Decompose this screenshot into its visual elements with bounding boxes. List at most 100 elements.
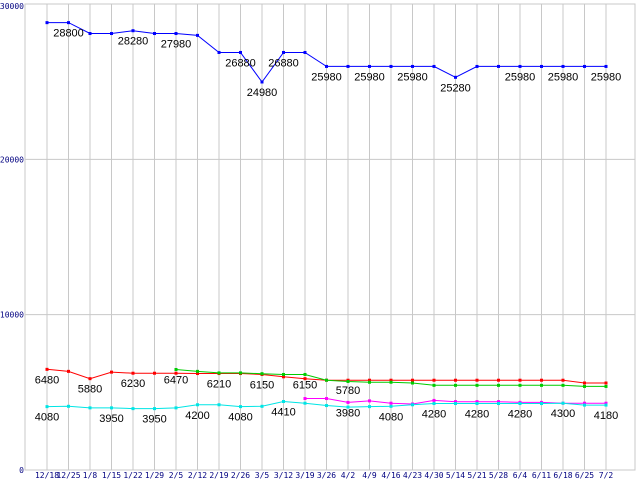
data-point (518, 64, 522, 68)
grid-lines (25, 3, 635, 471)
x-tick-label: 12/18 (35, 471, 59, 480)
data-point (303, 372, 307, 376)
series-4 (45, 399, 608, 411)
x-tick-label: 3/26 (317, 471, 336, 480)
data-label: 26880 (268, 57, 299, 69)
data-label: 4280 (508, 409, 532, 421)
data-point (174, 371, 178, 375)
data-label: 6230 (121, 378, 145, 390)
data-label: 4180 (594, 410, 618, 422)
x-tick-label: 3/5 (255, 471, 270, 480)
data-label: 6150 (250, 379, 274, 391)
data-point (583, 403, 586, 407)
x-tick-label: 5/28 (489, 471, 508, 480)
data-point (282, 375, 285, 379)
series-2 (174, 367, 608, 388)
data-label: 5780 (336, 385, 360, 397)
x-tick-label: 1/15 (102, 471, 121, 480)
data-point (518, 378, 522, 382)
data-label: 4080 (228, 412, 252, 424)
data-label: 4080 (35, 412, 59, 424)
data-point (604, 384, 608, 388)
data-label: 6480 (35, 374, 59, 386)
data-point (497, 378, 500, 382)
data-point (346, 405, 350, 409)
data-point (174, 32, 178, 36)
data-point (153, 371, 156, 375)
data-label: 25980 (311, 71, 342, 83)
data-point (561, 64, 565, 68)
data-label: 6150 (293, 379, 317, 391)
data-point (67, 369, 70, 373)
data-label: 4080 (379, 411, 403, 423)
data-point (368, 64, 371, 68)
data-point (454, 378, 457, 382)
data-point (45, 21, 49, 25)
data-label: 4300 (551, 408, 575, 420)
data-point (432, 402, 436, 406)
data-point (368, 380, 371, 384)
data-point (303, 377, 307, 381)
data-point (583, 64, 586, 68)
data-point (389, 378, 393, 382)
data-point (368, 405, 371, 409)
data-point (475, 383, 479, 387)
data-point (88, 32, 92, 36)
x-tick-label: 2/12 (188, 471, 207, 480)
data-point (518, 383, 522, 387)
data-label: 27980 (161, 39, 192, 51)
series-0 (45, 21, 608, 84)
data-label: 24980 (247, 87, 278, 99)
data-point (260, 372, 264, 376)
data-point (583, 381, 586, 385)
data-label: 4280 (465, 409, 489, 421)
data-point (325, 404, 328, 408)
data-point (454, 383, 457, 387)
data-point (303, 401, 307, 405)
data-point (88, 406, 92, 410)
data-point (540, 64, 543, 68)
data-point (325, 64, 328, 68)
data-point (196, 403, 199, 407)
data-point (389, 401, 393, 405)
y-tick-label: 0 (19, 466, 24, 475)
data-label: 25980 (548, 71, 579, 83)
data-label: 6470 (164, 374, 188, 386)
data-point (239, 405, 242, 409)
data-point (174, 367, 178, 371)
data-label: 4410 (271, 406, 295, 418)
data-point (454, 402, 457, 406)
y-tick-label: 10000 (0, 311, 24, 320)
data-point (389, 404, 393, 408)
data-label: 3950 (142, 414, 166, 426)
data-point (561, 401, 565, 405)
data-label: 4200 (185, 410, 209, 422)
data-point (174, 406, 178, 410)
data-label: 25280 (440, 82, 471, 94)
data-point (368, 399, 371, 403)
data-point (325, 397, 328, 401)
data-point (475, 400, 479, 404)
data-point (110, 32, 113, 36)
data-point (454, 75, 457, 79)
plot-frame (24, 3, 636, 471)
data-point (497, 383, 500, 387)
data-point (475, 64, 479, 68)
data-point (497, 402, 500, 406)
data-point (45, 405, 49, 409)
data-point (604, 401, 608, 405)
data-point (346, 64, 350, 68)
x-tick-label: 5/14 (446, 471, 465, 480)
x-tick-label: 3/19 (295, 471, 314, 480)
data-point (561, 383, 565, 387)
data-point (411, 403, 414, 407)
data-label: 25980 (505, 71, 536, 83)
x-tick-label: 4/9 (362, 471, 377, 480)
data-point (260, 404, 264, 408)
data-point (411, 64, 414, 68)
x-tick-label: 4/2 (341, 471, 356, 480)
x-tick-label: 6/4 (513, 471, 528, 480)
data-label: 3950 (99, 413, 123, 425)
